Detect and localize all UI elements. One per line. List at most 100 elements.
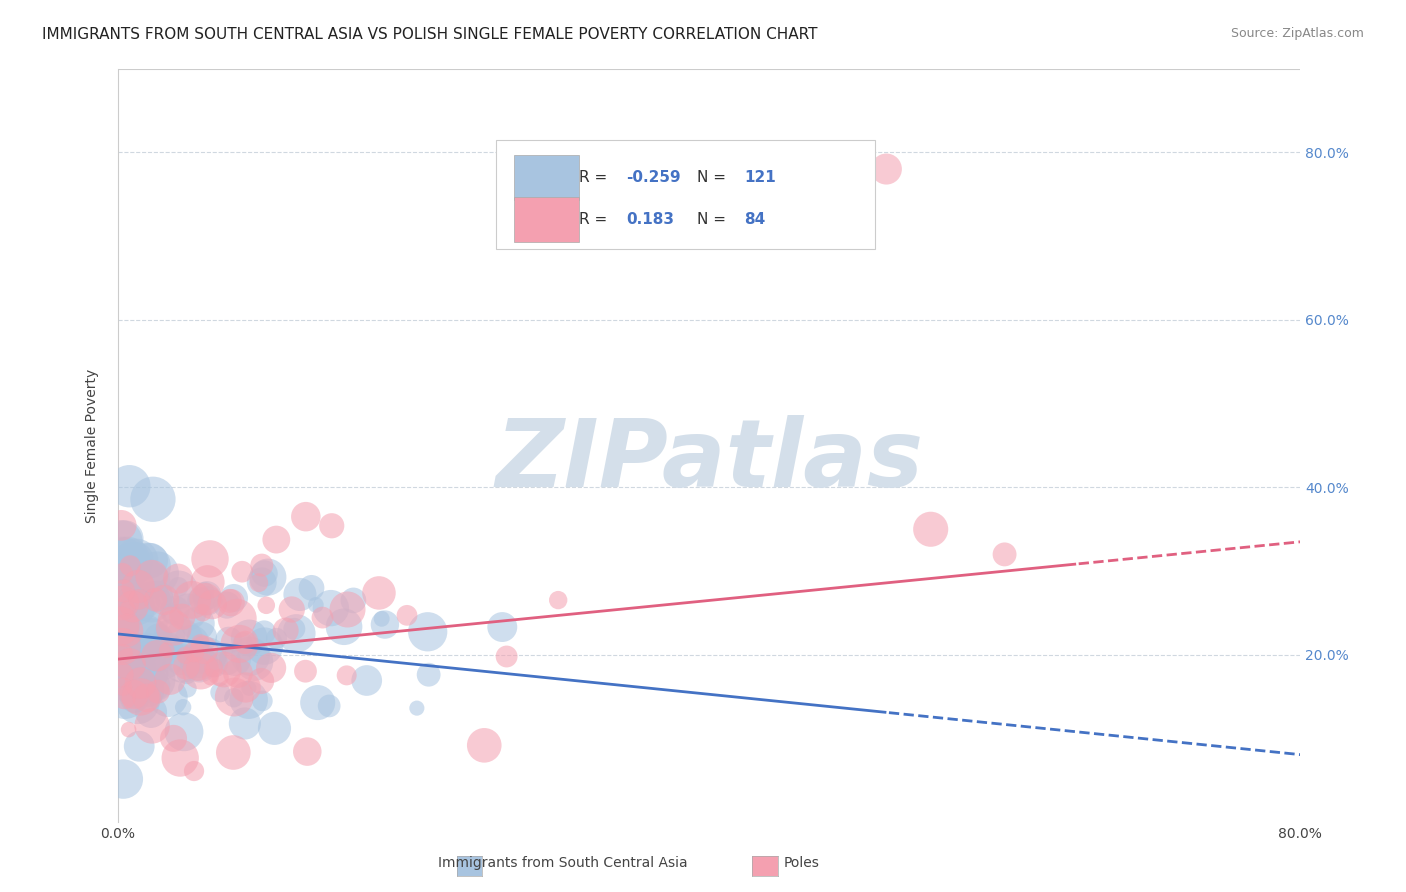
Point [159, 628, 181, 642]
Point [194, 584, 217, 599]
Point [125, 680, 148, 694]
Point [118, 657, 141, 672]
Point [141, 574, 163, 588]
Point [274, 624, 297, 638]
Point [160, 613, 183, 627]
Point [250, 558, 273, 573]
Point [156, 643, 179, 657]
Point [142, 673, 165, 687]
Point [193, 643, 215, 657]
Point [250, 575, 273, 590]
Point [190, 593, 212, 607]
Point [145, 592, 167, 607]
Point [222, 690, 245, 705]
Point [243, 655, 266, 669]
Point [191, 606, 214, 620]
Point [112, 646, 135, 660]
Point [110, 652, 132, 666]
Point [188, 655, 211, 669]
Point [197, 594, 219, 608]
Point [183, 764, 205, 778]
Point [121, 595, 143, 609]
FancyBboxPatch shape [515, 197, 579, 242]
Point [285, 626, 308, 640]
Point [156, 640, 179, 654]
FancyBboxPatch shape [496, 140, 875, 250]
Point [127, 579, 149, 593]
Point [176, 666, 198, 681]
Point [125, 553, 148, 567]
Point [138, 684, 160, 698]
Point [128, 739, 150, 754]
Point [180, 636, 202, 650]
Text: 121: 121 [745, 170, 776, 186]
Point [115, 571, 138, 585]
Point [132, 657, 155, 672]
Point [174, 648, 197, 663]
Point [197, 649, 219, 664]
Point [181, 592, 204, 607]
Point [146, 566, 169, 581]
Point [191, 630, 214, 644]
Point [318, 698, 340, 713]
Point [235, 681, 257, 695]
Point [129, 595, 152, 609]
Point [167, 582, 190, 597]
Point [253, 566, 276, 581]
Point [190, 664, 212, 678]
Text: N =: N = [697, 170, 731, 186]
Point [257, 570, 280, 584]
Point [118, 479, 141, 493]
Point [111, 640, 134, 654]
Point [253, 625, 276, 640]
Point [139, 705, 162, 719]
Point [122, 559, 145, 574]
Point [188, 636, 211, 650]
Point [233, 716, 256, 731]
Point [112, 619, 135, 633]
Y-axis label: Single Female Poverty: Single Female Poverty [86, 368, 100, 523]
Point [266, 533, 288, 547]
Point [127, 660, 149, 674]
Point [110, 534, 132, 549]
Point [146, 589, 169, 603]
FancyBboxPatch shape [515, 155, 579, 201]
Point [176, 681, 198, 696]
Point [321, 518, 343, 533]
Text: Source: ZipAtlas.com: Source: ZipAtlas.com [1230, 27, 1364, 40]
Point [266, 632, 288, 646]
Point [219, 596, 242, 610]
Point [226, 665, 249, 680]
Point [170, 657, 193, 671]
Point [233, 635, 256, 649]
Point [128, 592, 150, 607]
Point [138, 665, 160, 680]
Point [198, 552, 221, 566]
Point [295, 509, 318, 524]
Point [254, 599, 277, 613]
Point [305, 598, 328, 612]
Point [167, 580, 190, 594]
Point [418, 667, 440, 681]
Point [117, 601, 139, 615]
Point [209, 685, 232, 699]
Point [146, 648, 169, 663]
Point [134, 629, 156, 643]
Point [336, 668, 359, 682]
Point [993, 548, 1015, 562]
Text: 84: 84 [745, 211, 766, 227]
Text: ZIPatlas: ZIPatlas [495, 415, 924, 507]
Point [228, 637, 250, 651]
Point [356, 673, 378, 688]
Point [288, 587, 311, 601]
Point [250, 673, 273, 688]
Point [120, 558, 142, 573]
Point [319, 601, 342, 615]
Point [495, 649, 517, 664]
Point [222, 746, 245, 760]
Point [239, 649, 262, 664]
Point [172, 700, 194, 714]
Point [162, 731, 184, 746]
Point [129, 676, 152, 690]
Point [297, 745, 319, 759]
